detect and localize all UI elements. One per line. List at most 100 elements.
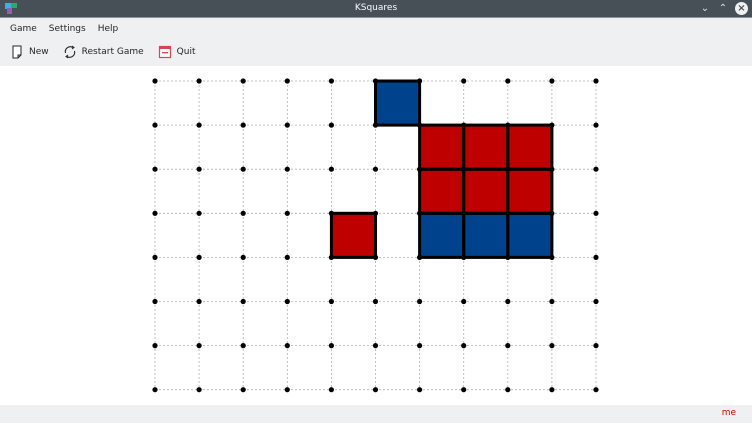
grid-dot [196,387,202,393]
quit-button[interactable]: Quit [156,45,198,59]
grid-dot [152,298,158,305]
box-blue [463,213,508,258]
quit-label: Quit [176,47,196,57]
grid-dot [372,210,379,216]
box-blue [375,81,420,126]
grid-dot [284,122,290,128]
grid-dot [417,166,423,172]
maximize-icon[interactable]: ⌃ [718,3,728,14]
grid-dot [240,210,246,216]
grid-dot [593,122,599,128]
grid-dot [505,78,511,84]
new-button[interactable]: New [8,45,51,59]
grid-dot [549,166,555,172]
grid-dot [152,387,158,393]
grid-dot [328,343,334,349]
grid-dot [240,298,246,305]
grid-dot [461,387,467,393]
grid-dot [593,210,599,216]
grid-dot [593,78,599,84]
grid-dot [196,78,202,84]
menu-help[interactable]: Help [97,24,119,34]
box-red [331,213,376,258]
grid-dot [152,210,158,216]
grid-dot [505,298,511,305]
grid-dot [461,343,467,349]
grid-dot [196,298,202,305]
grid-dot [461,210,467,216]
grid-dot [196,122,202,128]
box-edge[interactable] [329,211,377,259]
grid-dot [372,298,379,305]
box-red [507,125,552,170]
grid-dot [284,254,290,260]
toolbar: New Restart Game Quit [0,40,197,64]
box-red [419,125,464,170]
menu-bar: Game Settings Help [0,19,124,39]
grid-dot [372,343,379,349]
quit-icon [158,45,171,59]
grid-dot [505,343,511,349]
box-edge[interactable] [374,79,422,127]
current-player-status: me [721,408,736,418]
title-bar: KSquares ⌄ ⌃ × [0,0,752,18]
grid-dot [372,122,379,128]
box-blue [507,213,552,258]
grid-dot [372,387,379,393]
box-edge[interactable] [506,211,554,259]
grid-dot [549,254,555,260]
grid-dot [417,122,423,128]
grid-dot [461,166,467,172]
grid-dot [196,210,202,216]
grid-dot [152,122,158,128]
grid-dot [417,210,423,216]
grid-dot [417,387,423,393]
restart-icon [64,45,75,59]
grid-dot [240,78,246,84]
grid-dot [593,387,599,393]
grid-dot [593,298,599,305]
grid-dot [417,343,423,349]
grid-dot [196,254,202,260]
grid-dot [328,298,334,305]
minimize-icon[interactable]: ⌄ [700,3,710,14]
grid-dot [196,166,202,172]
grid-dot [461,254,467,260]
grid-dot [461,122,467,128]
grid-dot [505,166,511,172]
close-icon[interactable]: × [735,2,748,15]
grid-dot [505,254,511,260]
grid-dot [417,298,423,305]
grid-dot [240,254,246,260]
game-board[interactable] [0,66,752,405]
grid-dot [505,210,511,216]
new-label: New [29,47,49,57]
box-red [419,169,464,214]
grid-dot [372,78,379,84]
menu-game[interactable]: Game [10,24,37,34]
board-canvas[interactable] [0,66,752,405]
menu-settings[interactable]: Settings [48,24,86,34]
grid-dot [240,343,246,349]
grid-dot [152,166,158,172]
status-bar: me [0,405,752,423]
grid-dot [461,298,467,305]
grid-dot [417,78,423,84]
restart-game-button[interactable]: Restart Game [61,45,146,59]
grid-dot [549,343,555,349]
grid-dot [240,166,246,172]
grid-dot [284,343,290,349]
grid-dot [152,343,158,349]
grid-dot [549,210,555,216]
grid-dot [152,254,158,260]
box-blue [419,213,464,258]
restart-game-label: Restart Game [81,47,144,57]
grid-dot [417,254,423,260]
grid-dot [549,298,555,305]
grid-dot [593,254,599,260]
grid-dot [461,78,467,84]
box-red [507,169,552,214]
grid-dot [505,122,511,128]
grid-dot [328,210,334,216]
grid-dot [284,78,290,84]
